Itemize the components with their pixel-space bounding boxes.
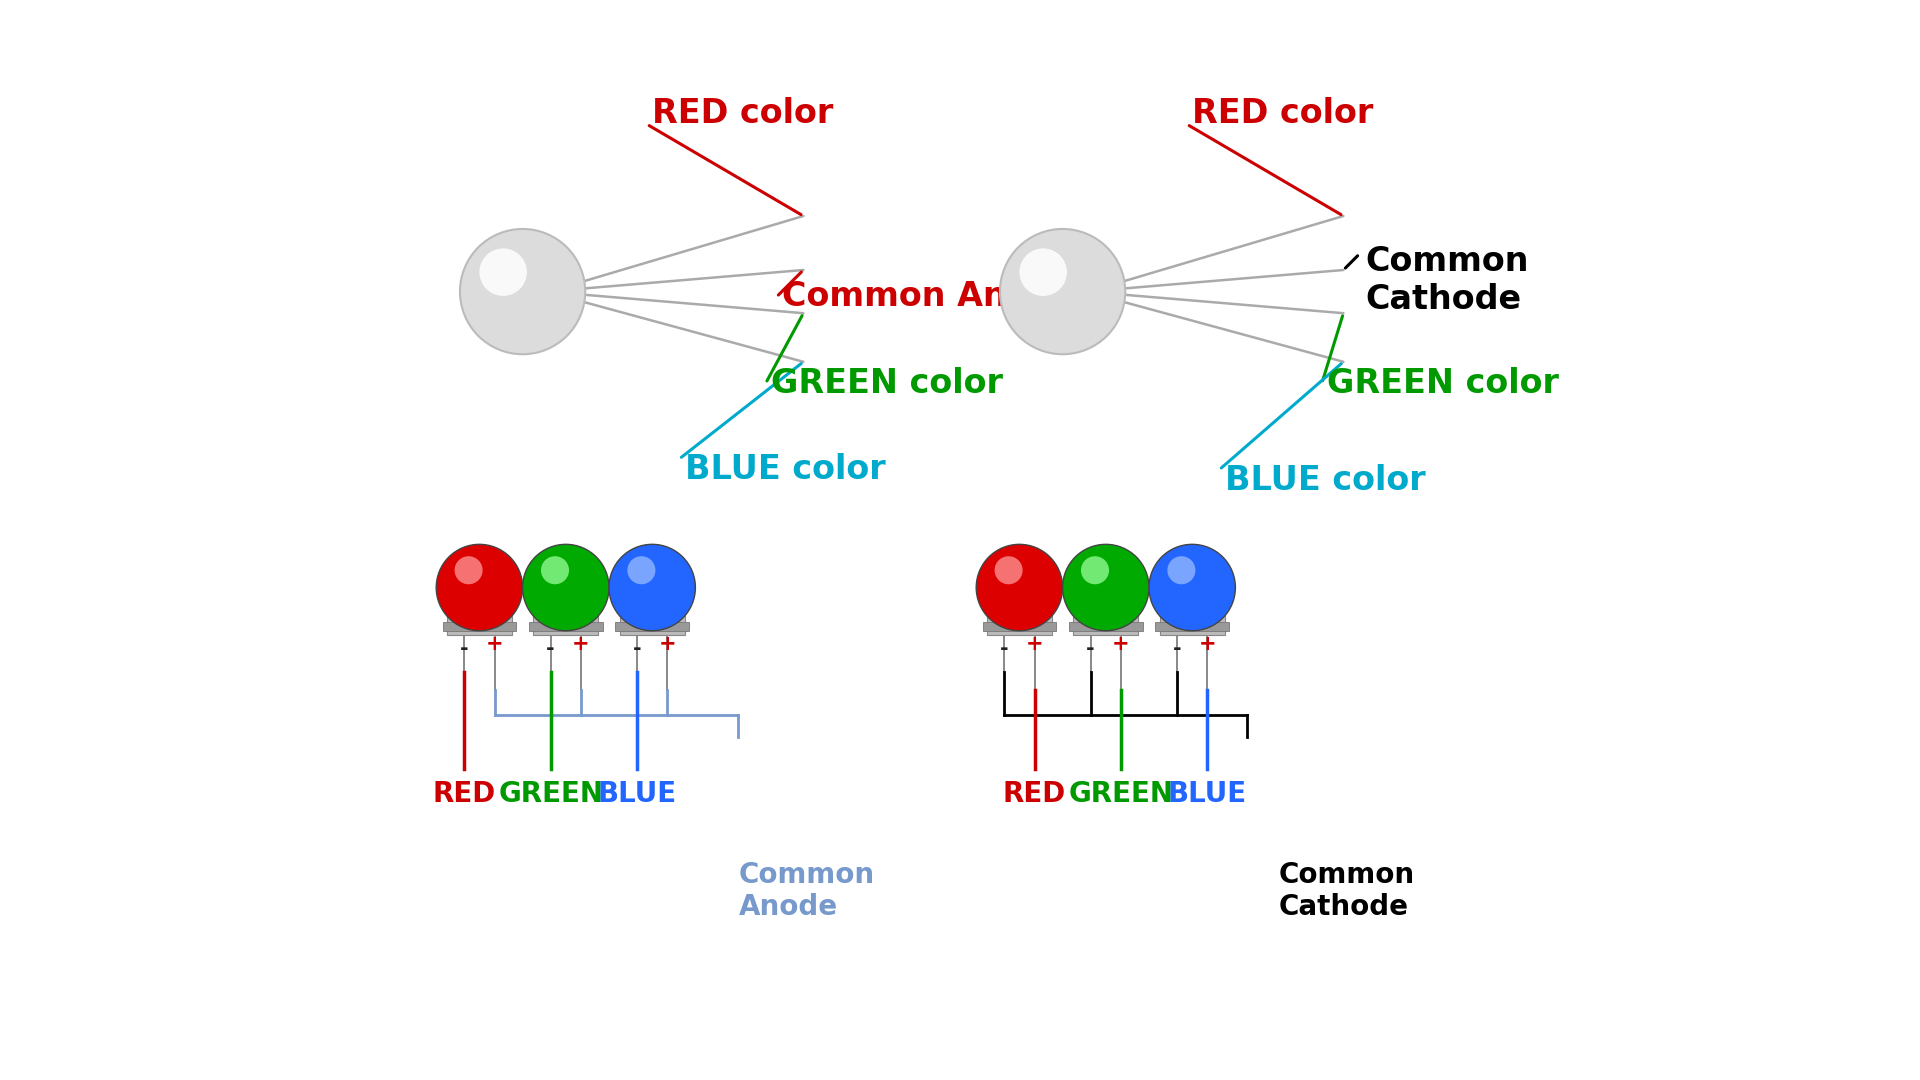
FancyBboxPatch shape (444, 622, 516, 631)
FancyBboxPatch shape (1073, 600, 1139, 635)
Text: -: - (634, 639, 641, 660)
Text: RED color: RED color (1192, 97, 1373, 130)
Text: GREEN color: GREEN color (1327, 367, 1559, 400)
FancyBboxPatch shape (530, 622, 603, 631)
Circle shape (455, 556, 482, 584)
Circle shape (1167, 556, 1196, 584)
Text: +: + (572, 634, 589, 654)
Text: Common
Anode: Common Anode (739, 861, 876, 921)
Text: RED color: RED color (653, 97, 833, 130)
FancyBboxPatch shape (1156, 622, 1229, 631)
FancyBboxPatch shape (987, 600, 1052, 635)
Circle shape (1062, 544, 1148, 631)
Text: -: - (1000, 639, 1008, 660)
Text: -: - (1173, 639, 1181, 660)
Circle shape (436, 544, 522, 631)
Text: BLUE: BLUE (597, 780, 676, 808)
Text: -: - (1087, 639, 1094, 660)
Circle shape (522, 544, 609, 631)
Text: BLUE color: BLUE color (685, 454, 885, 486)
Circle shape (480, 248, 526, 296)
FancyBboxPatch shape (1069, 622, 1142, 631)
Text: Common
Cathode: Common Cathode (1365, 245, 1528, 316)
Text: +: + (1112, 634, 1129, 654)
Text: RED: RED (432, 780, 495, 808)
Text: BLUE: BLUE (1167, 780, 1246, 808)
FancyBboxPatch shape (983, 622, 1056, 631)
Circle shape (1020, 248, 1068, 296)
Text: GREEN color: GREEN color (772, 367, 1002, 400)
Text: +: + (1198, 634, 1215, 654)
Text: BLUE color: BLUE color (1225, 464, 1425, 497)
Text: GREEN: GREEN (497, 780, 603, 808)
Circle shape (995, 556, 1023, 584)
Circle shape (1148, 544, 1235, 631)
FancyBboxPatch shape (447, 600, 513, 635)
FancyBboxPatch shape (616, 622, 689, 631)
Text: Common
Cathode: Common Cathode (1279, 861, 1415, 921)
Text: GREEN: GREEN (1068, 780, 1173, 808)
Circle shape (975, 544, 1062, 631)
Text: -: - (547, 639, 555, 660)
Circle shape (461, 229, 586, 354)
Text: +: + (486, 634, 503, 654)
FancyBboxPatch shape (620, 600, 685, 635)
Text: RED: RED (1002, 780, 1066, 808)
Text: +: + (1025, 634, 1043, 654)
Text: Common Anode: Common Anode (781, 281, 1075, 313)
FancyBboxPatch shape (1160, 600, 1225, 635)
Circle shape (1081, 556, 1110, 584)
Circle shape (541, 556, 568, 584)
Circle shape (1000, 229, 1125, 354)
Circle shape (628, 556, 655, 584)
Circle shape (609, 544, 695, 631)
FancyBboxPatch shape (534, 600, 599, 635)
Text: +: + (659, 634, 676, 654)
Text: -: - (461, 639, 468, 660)
